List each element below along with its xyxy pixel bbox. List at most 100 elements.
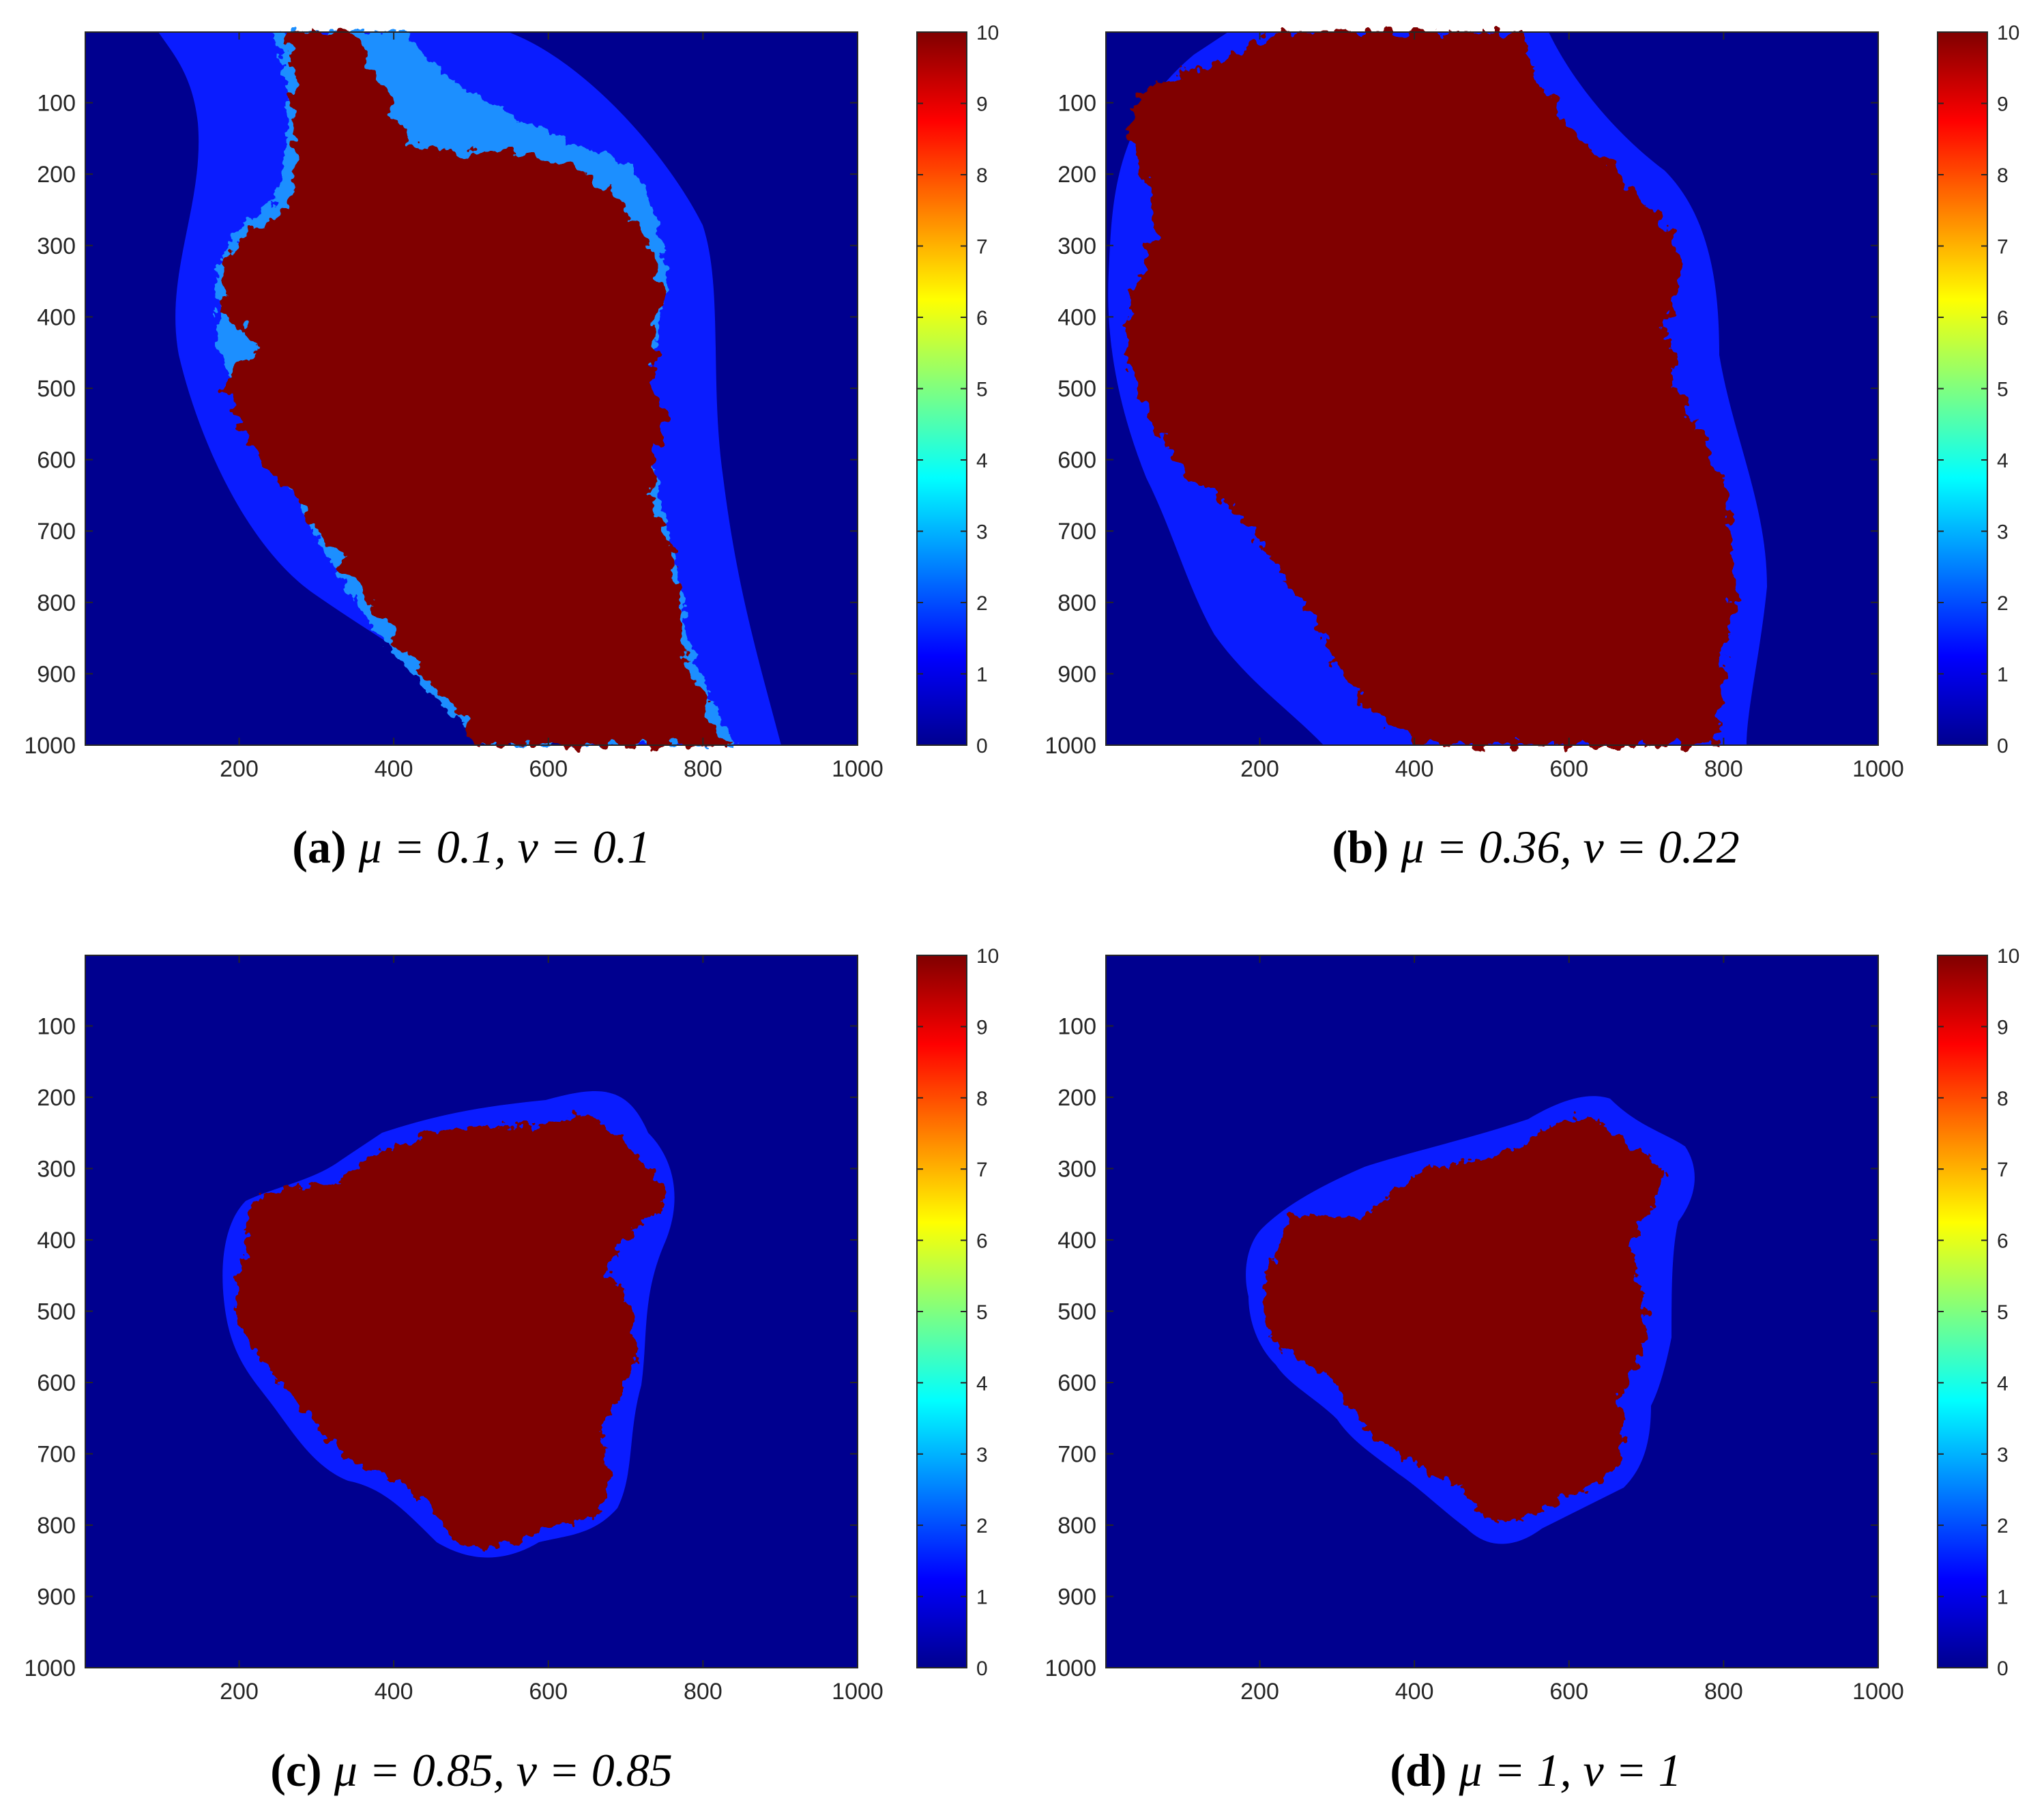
y-tick-label-d-1: 200 <box>1057 1085 1096 1111</box>
x-tick-label-a-3: 800 <box>684 756 722 782</box>
y-tick-label-d-8: 900 <box>1057 1584 1096 1610</box>
x-tick-label-c-3: 800 <box>684 1679 722 1705</box>
x-tick-label-c-0: 200 <box>220 1679 259 1705</box>
colorbar-b: 0 1 2 3 4 5 6 7 8 9 10 <box>1937 22 2019 757</box>
x-tick-label-b-1: 400 <box>1395 756 1434 782</box>
y-tick-label-b-0: 100 <box>1057 91 1096 117</box>
y-tick-label-d-5: 600 <box>1057 1370 1096 1396</box>
y-tick-label-c-6: 700 <box>37 1441 76 1467</box>
colorbar-label-b-2: 2 <box>1997 592 2009 615</box>
y-tick-label-d-9: 1000 <box>1045 1655 1096 1681</box>
colorbar-label-d-6: 6 <box>1997 1230 2009 1253</box>
y-tick-label-c-4: 500 <box>37 1299 76 1325</box>
colorbar-label-c-7: 7 <box>976 1159 988 1181</box>
y-tick-label-d-4: 500 <box>1057 1299 1096 1325</box>
colorbar-label-a-0: 0 <box>976 735 988 757</box>
caption-c: (c) μ = 0.85, ν = 0.85 <box>270 1744 673 1796</box>
colorbar-label-b-10: 10 <box>1997 22 2019 44</box>
panel-d: 200 400 600 800 1000100200300400500600700800… <box>1045 945 2019 1796</box>
x-tick-label-c-1: 400 <box>375 1679 413 1705</box>
y-tick-label-c-9: 1000 <box>24 1655 76 1681</box>
x-tick-label-a-0: 200 <box>220 756 259 782</box>
y-tick-label-b-2: 300 <box>1057 233 1096 259</box>
axes-d-ticks: 200 400 600 800 1000 100 200 300 400 500 600 700 800… <box>1045 955 1904 1705</box>
axes-b-ticks: 200 400 600 800 1000 100 200 300 400 500 600 700 800… <box>1045 32 1904 782</box>
x-tick-label-d-0: 200 <box>1240 1679 1279 1705</box>
y-tick-label-a-2: 300 <box>37 233 76 259</box>
colorbar-label-b-9: 9 <box>1997 93 2009 116</box>
colorbar-label-d-8: 8 <box>1997 1088 2009 1110</box>
x-tick-label-d-3: 800 <box>1704 1679 1743 1705</box>
y-tick-label-c-2: 300 <box>37 1156 76 1182</box>
colorbar-label-a-2: 2 <box>976 592 988 615</box>
heatmap-c-interior <box>235 1115 665 1547</box>
y-tick-label-b-3: 400 <box>1057 304 1096 330</box>
axes-a-ticks: 200 400 600 800 1000 100 200 300 400 500 600 700 800… <box>24 32 884 782</box>
x-tick-label-c-2: 600 <box>529 1679 568 1705</box>
colorbar-label-a-1: 1 <box>976 664 988 686</box>
y-tick-label-b-9: 1000 <box>1045 733 1096 759</box>
caption-d: (d) μ = 1, ν = 1 <box>1390 1744 1681 1796</box>
y-tick-label-a-7: 800 <box>37 590 76 616</box>
colorbar-label-b-4: 4 <box>1997 450 2009 472</box>
colorbar-label-c-10: 10 <box>976 945 999 968</box>
colorbar-label-b-1: 1 <box>1997 664 2009 686</box>
caption-a: (a) μ = 0.1, ν = 0.1 <box>292 821 650 873</box>
colorbar-label-d-4: 4 <box>1997 1372 2009 1395</box>
colorbar-b-gradient <box>1937 31 1988 746</box>
colorbar-label-a-5: 5 <box>976 379 988 401</box>
colorbar-label-d-2: 2 <box>1997 1515 2009 1537</box>
colorbar-label-a-8: 8 <box>976 164 988 187</box>
caption-a-letter: (a) <box>292 821 346 873</box>
colorbar-label-b-6: 6 <box>1997 307 2009 330</box>
colorbar-label-b-3: 3 <box>1997 521 2009 544</box>
colorbar-label-c-6: 6 <box>976 1230 988 1253</box>
colorbar-a-gradient <box>916 31 967 746</box>
colorbar-d-gradient <box>1937 955 1988 1668</box>
caption-c-letter: (c) <box>270 1744 321 1796</box>
y-tick-label-c-3: 400 <box>37 1228 76 1254</box>
colorbar-label-a-4: 4 <box>976 450 988 472</box>
y-tick-label-b-1: 200 <box>1057 162 1096 188</box>
y-tick-label-d-0: 100 <box>1057 1013 1096 1039</box>
panel-b: 200 400 600 800 1000100200300400500600700800… <box>1045 22 2019 873</box>
y-tick-label-a-6: 700 <box>37 519 76 545</box>
y-tick-label-b-6: 700 <box>1057 519 1096 545</box>
colorbar-label-a-10: 10 <box>976 22 999 44</box>
axes-c-ticks: 200 400 600 800 1000 100 200 300 400 500 600 700 800… <box>24 955 884 1705</box>
colorbar-label-d-10: 10 <box>1997 945 2019 968</box>
colorbar-label-b-7: 7 <box>1997 236 2009 259</box>
caption-c-text: μ = 0.85, ν = 0.85 <box>334 1744 673 1796</box>
x-tick-label-b-2: 600 <box>1549 756 1588 782</box>
colorbar-label-c-8: 8 <box>976 1088 988 1110</box>
y-tick-label-a-8: 900 <box>37 661 76 687</box>
x-tick-label-b-4: 1000 <box>1852 756 1904 782</box>
x-tick-label-d-1: 400 <box>1395 1679 1434 1705</box>
x-tick-label-c-4: 1000 <box>832 1679 884 1705</box>
y-tick-label-a-1: 200 <box>37 162 76 188</box>
y-tick-label-b-7: 800 <box>1057 590 1096 616</box>
heatmap-a <box>85 32 858 745</box>
colorbar-label-d-7: 7 <box>1997 1159 2009 1181</box>
y-tick-label-b-4: 500 <box>1057 376 1096 402</box>
caption-b: (b) μ = 0.36, ν = 0.22 <box>1332 821 1739 873</box>
y-tick-label-c-0: 100 <box>37 1013 76 1039</box>
colorbar-label-c-4: 4 <box>976 1372 988 1395</box>
y-tick-label-a-3: 400 <box>37 304 76 330</box>
y-tick-label-c-5: 600 <box>37 1370 76 1396</box>
y-tick-label-b-5: 600 <box>1057 448 1096 474</box>
heatmap-c <box>85 955 858 1668</box>
y-tick-label-d-3: 400 <box>1057 1228 1096 1254</box>
colorbar-label-c-5: 5 <box>976 1301 988 1324</box>
y-tick-label-a-5: 600 <box>37 448 76 474</box>
caption-d-letter: (d) <box>1390 1744 1446 1796</box>
x-tick-label-a-2: 600 <box>529 756 568 782</box>
colorbar-label-b-0: 0 <box>1997 735 2009 757</box>
colorbar-label-b-8: 8 <box>1997 164 2009 187</box>
heatmap-d-interior <box>1264 1117 1665 1522</box>
colorbar-label-c-3: 3 <box>976 1444 988 1466</box>
colorbar-label-a-7: 7 <box>976 236 988 259</box>
y-tick-label-d-2: 300 <box>1057 1156 1096 1182</box>
colorbar-label-c-0: 0 <box>976 1658 988 1680</box>
